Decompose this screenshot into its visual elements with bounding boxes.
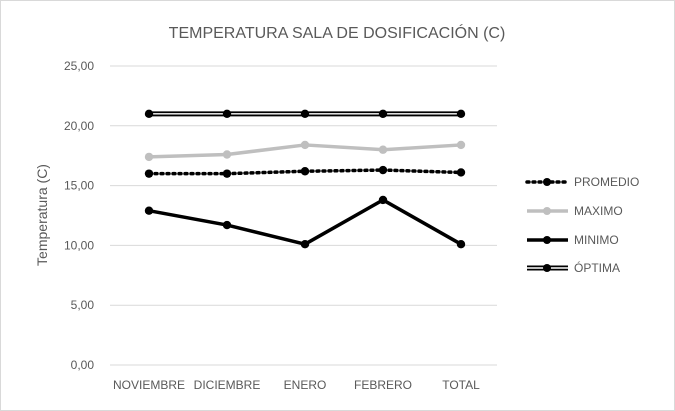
- data-point: [378, 145, 388, 154]
- legend-item-minimo: MINIMO: [527, 233, 619, 247]
- data-point: [378, 195, 388, 205]
- legend-item-óptima: ÓPTIMA: [527, 260, 620, 275]
- y-axis-label: Temperatura (C): [34, 164, 50, 266]
- x-tick-label: DICIEMBRE: [194, 378, 261, 392]
- chart-title: TEMPERATURA SALA DE DOSIFICACIÓN (C): [169, 23, 506, 42]
- data-point: [300, 167, 310, 176]
- legend-marker: [543, 207, 551, 215]
- y-tick-label: 10,00: [64, 238, 94, 252]
- legend-marker: [543, 264, 551, 272]
- data-point: [222, 109, 232, 119]
- series-lines: [144, 109, 466, 249]
- legend-marker: [543, 236, 551, 244]
- legend-item-maximo: MAXIMO: [527, 204, 623, 218]
- legend-label: MAXIMO: [574, 204, 623, 218]
- data-point: [144, 206, 154, 215]
- x-tick-label: NOVIEMBRE: [113, 378, 185, 392]
- legend-label: PROMEDIO: [574, 175, 639, 189]
- x-tick-label: FEBRERO: [354, 378, 412, 392]
- data-point: [300, 240, 310, 249]
- data-point: [144, 109, 154, 119]
- data-point: [456, 240, 466, 249]
- y-tick-label: 20,00: [64, 119, 94, 133]
- data-point: [300, 109, 310, 119]
- legend-label: MINIMO: [574, 233, 619, 247]
- y-tick-label: 25,00: [64, 59, 94, 73]
- y-tick-label: 0,00: [71, 358, 95, 372]
- x-tick-labels: NOVIEMBRE DICIEMBRE ENERO FEBRERO TOTAL: [113, 378, 480, 392]
- data-point: [456, 140, 466, 150]
- gridlines: [110, 65, 497, 366]
- y-tick-label: 5,00: [71, 298, 95, 312]
- data-point: [378, 109, 388, 119]
- series-line: [148, 198, 462, 246]
- data-point: [378, 165, 388, 175]
- y-tick-labels: 0,00 5,00 10,00 15,00 20,00 25,00: [64, 59, 94, 372]
- data-point: [144, 169, 154, 178]
- x-tick-label: TOTAL: [442, 378, 480, 392]
- legend-label: ÓPTIMA: [574, 260, 620, 275]
- data-point: [222, 150, 232, 159]
- legend: PROMEDIO MAXIMO MINIMO ÓPTIMA: [525, 175, 639, 275]
- series-minimo: [144, 195, 466, 249]
- data-point: [144, 152, 154, 162]
- legend-marker: [543, 178, 551, 186]
- x-tick-label: ENERO: [284, 378, 327, 392]
- data-point: [456, 109, 466, 119]
- data-point: [222, 220, 232, 230]
- data-point: [300, 140, 310, 150]
- data-point: [456, 168, 466, 177]
- legend-item-promedio: PROMEDIO: [525, 175, 639, 189]
- y-tick-label: 15,00: [64, 179, 94, 193]
- data-point: [222, 169, 232, 178]
- series-maximo: [144, 140, 466, 162]
- series-promedio: [144, 165, 466, 178]
- series-óptima: [144, 109, 466, 119]
